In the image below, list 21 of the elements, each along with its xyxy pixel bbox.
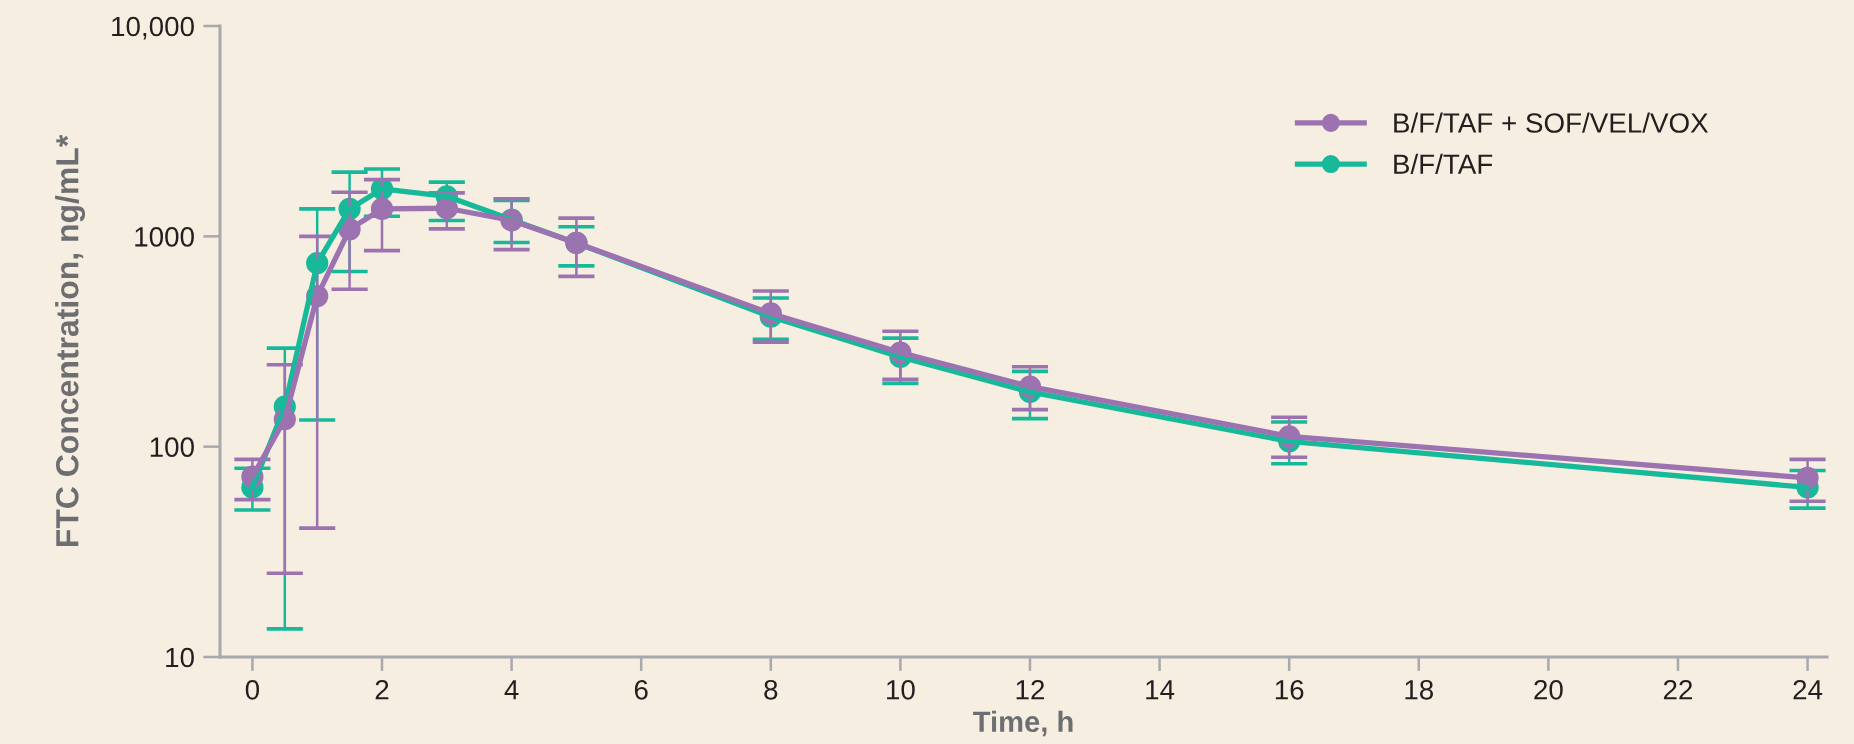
- x-tick-label: 16: [1275, 679, 1304, 700]
- x-tick-label: 0: [245, 679, 260, 700]
- y-tick-label: 100: [150, 437, 194, 458]
- legend-label: B/F/TAF + SOF/VEL/VOX: [1394, 112, 1709, 133]
- x-tick-label: 22: [1663, 679, 1693, 700]
- x-tick-label: 10: [887, 679, 915, 700]
- x-axis-title: Time, h: [973, 710, 1073, 737]
- x-tick-label: 14: [1146, 680, 1175, 700]
- x-tick-label: 8: [764, 679, 778, 700]
- x-tick-label: 4: [504, 680, 519, 700]
- x-tick-label: 2: [375, 679, 389, 700]
- x-tick-label: 18: [1405, 679, 1434, 700]
- y-axis-title: FTC Concentration, ng/mL*: [55, 134, 86, 547]
- legend-label: B/F/TAF: [1394, 153, 1493, 175]
- y-tick-label: 10: [166, 647, 194, 668]
- x-tick-label: 6: [634, 679, 648, 700]
- x-tick-label: 12: [1016, 679, 1045, 700]
- y-tick-label: 10,000: [112, 16, 194, 40]
- x-tick-label: 20: [1534, 679, 1563, 700]
- x-tick-label: 24: [1793, 679, 1823, 700]
- y-tick-label: 1000: [135, 227, 194, 247]
